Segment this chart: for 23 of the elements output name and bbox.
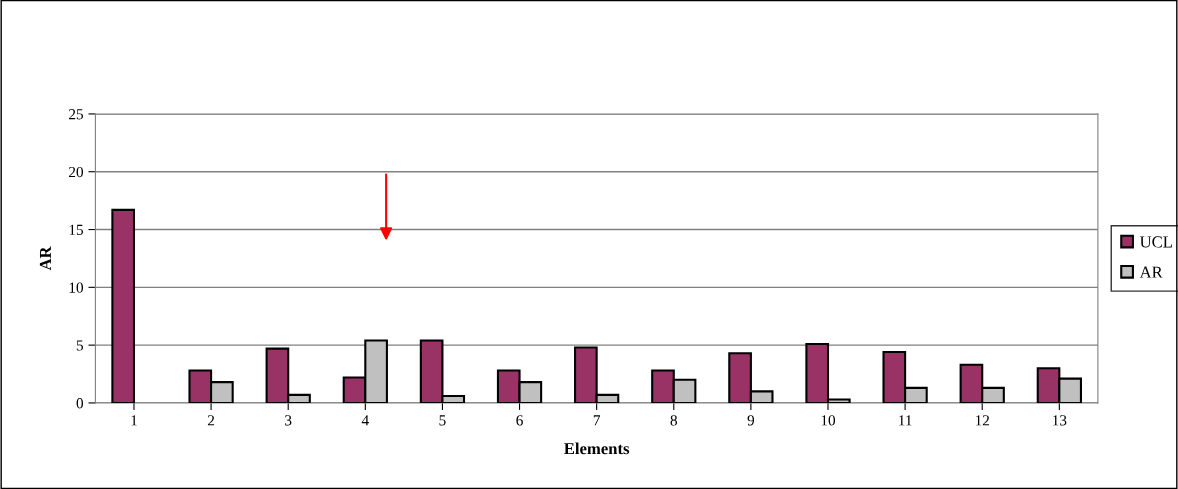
x-tick-label: 11: [899, 415, 912, 426]
x-tick-label: 8: [670, 415, 678, 426]
y-axis-title: AR: [39, 246, 51, 271]
x-tick-label: 7: [593, 415, 601, 426]
x-tick-label: 12: [975, 415, 990, 426]
y-tick-label: 5: [76, 340, 84, 351]
y-tick-label: 10: [69, 282, 84, 293]
legend-label: UCL: [1139, 236, 1172, 248]
x-tick-label: 6: [516, 415, 523, 426]
x-tick-label: 1: [131, 415, 137, 426]
x-tick-label: 3: [285, 415, 292, 426]
x-axis-title: Elements: [564, 442, 630, 455]
x-tick-label: 2: [207, 415, 215, 426]
x-tick-label: 4: [361, 415, 369, 426]
y-tick-label: 25: [69, 109, 84, 120]
y-tick-label: 20: [69, 166, 84, 178]
x-tick-label: 9: [747, 415, 755, 426]
x-tick-label: 10: [821, 415, 836, 426]
y-tick-label: 0: [76, 398, 84, 409]
x-tick-label: 13: [1053, 415, 1067, 426]
x-tick-label: 5: [439, 415, 446, 426]
legend-label: AR: [1139, 266, 1163, 278]
y-tick-label: 15: [69, 224, 84, 235]
